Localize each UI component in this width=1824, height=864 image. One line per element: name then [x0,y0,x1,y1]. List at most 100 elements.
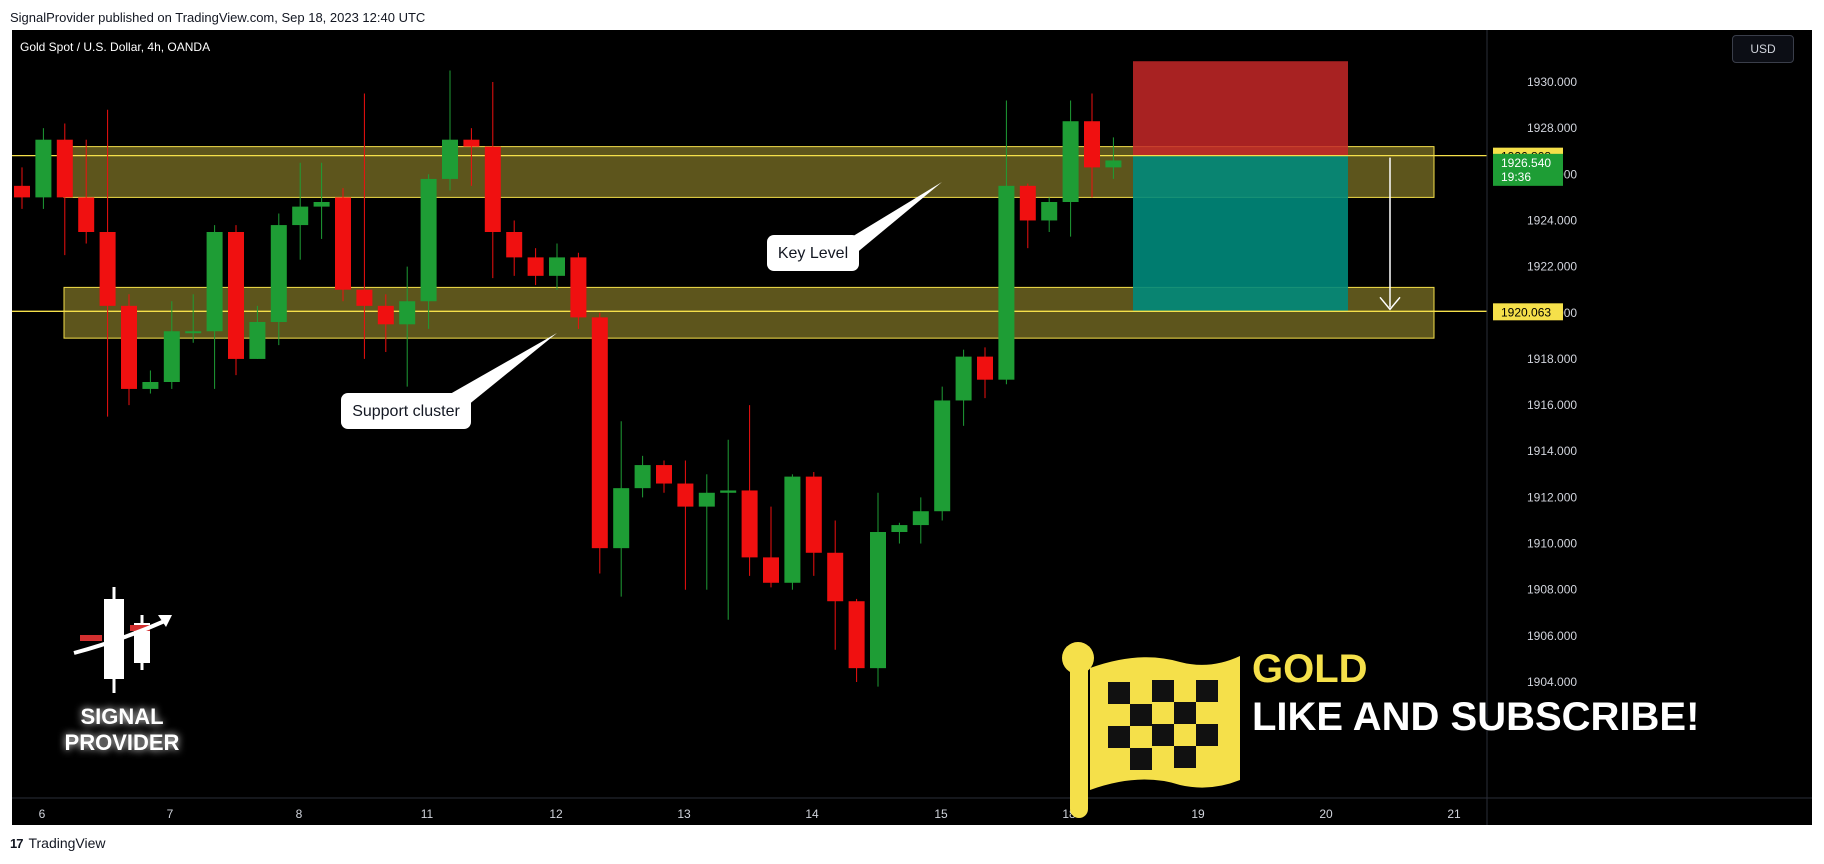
candle-body [270,225,287,322]
candle-body [335,197,351,290]
candle-23 [506,220,523,276]
candle-39 [848,598,865,682]
candle-10 [228,225,244,376]
y-tick-label: 1924.000 [1527,213,1577,227]
key-level-callout-box [767,235,859,271]
key-level-callout: Key Level [767,182,942,271]
x-tick-label: 15 [934,807,948,821]
checkered-flag-icon [1062,642,1240,818]
candle-body [1041,202,1058,221]
chart-panel[interactable]: Key Level Support cluster 1930.000 1928.000… [12,30,1812,825]
candle-body [56,139,73,198]
candle-41 [891,522,908,544]
promo-text: GOLD LIKE AND SUBSCRIBE! [1252,645,1699,741]
price-axis: 1930.0001928.0001926.0001924.0001922.000… [1486,30,1812,825]
candle-body [99,232,116,306]
y-tick-label: 1930.000 [1527,75,1577,89]
candle-20 [442,70,458,191]
support-callout-pointer [422,333,557,410]
candle-body [249,322,266,359]
candle-body [35,139,52,198]
symbol-title: Gold Spot / U.S. Dollar, 4h, OANDA [20,40,211,54]
x-tick-label: 14 [805,807,819,821]
price-tag-label: 1926.540 [1501,156,1551,170]
candle-38 [827,520,844,650]
candle-body [356,289,373,306]
candle-body [484,146,501,232]
candle-body [613,488,630,549]
candle-body [870,532,886,669]
candle-42 [912,497,929,544]
candle-body [313,202,330,207]
candle-22 [484,82,501,279]
currency-button[interactable]: USD [1732,35,1794,63]
price-tag-bg [1493,153,1563,186]
candle-body [720,490,737,493]
candle-body [912,511,929,526]
candle-body [142,382,159,389]
price-tag-countdown: 19:36 [1501,170,1531,184]
candle-body [1019,185,1036,221]
y-tick-label: 1912.000 [1527,490,1577,504]
candle-logo-icon [73,587,172,693]
candle-43 [934,386,951,521]
candle-body [591,317,608,549]
candle-body [1105,160,1122,168]
candle-2 [56,123,73,256]
stop-loss-zone [1133,61,1348,156]
candle-16 [356,93,373,359]
candle-body [14,185,30,198]
candle-body [185,331,202,334]
promo-subscribe: LIKE AND SUBSCRIBE! [1252,695,1700,739]
footer-brand[interactable]: TradingView [28,835,106,851]
candle-body [698,492,715,507]
price-tag-bg [1493,303,1563,321]
candle-body [634,465,651,489]
target-arrow-head [1379,296,1401,311]
candle-7 [163,301,180,389]
x-tick-label: 13 [677,807,691,821]
candle-31 [677,460,694,590]
candle-body [1062,121,1079,202]
key-level-callout-label: Key Level [778,245,848,262]
candle-27 [591,312,608,574]
candle-body [1084,121,1100,168]
y-tick-label: 1918.000 [1527,352,1577,366]
x-tick-label: 7 [167,807,174,821]
candle-24 [527,248,544,286]
take-profit-zone [1133,155,1348,312]
candle-12 [270,213,287,346]
candle-25 [549,243,565,290]
candle-body [206,232,223,332]
tradingview-logo-icon: 17 [10,835,24,851]
candle-body [570,257,587,318]
candle-46 [998,100,1015,385]
y-tick-label: 1906.000 [1527,629,1577,643]
y-tick-label: 1908.000 [1527,583,1577,597]
x-tick-label: 6 [39,807,46,821]
brand-name: SIGNAL PROVIDER [64,704,180,755]
candle-body [998,185,1015,380]
support-callout-box [341,393,471,429]
support-callout-label: Support cluster [352,403,460,420]
candle-19 [420,174,437,329]
y-tick-label: 1922.000 [1527,260,1577,274]
candle-body [420,178,437,302]
candle-0 [14,167,30,209]
candle-body [442,139,458,179]
candle-40 [870,492,886,687]
candle-body [827,552,844,602]
x-tick-label: 21 [1447,807,1461,821]
candle-30 [656,460,672,493]
candle-8 [185,294,202,343]
candle-body [377,305,394,325]
candle-body [891,525,908,532]
candlestick-chart[interactable]: Key Level Support cluster 1930.000 1928.000… [12,30,1812,825]
candle-body [763,557,779,583]
candle-5 [121,294,137,406]
candle-body [121,305,137,389]
candle-35 [763,506,779,588]
candle-body [977,356,993,380]
signal-provider-brand: SIGNAL PROVIDER [22,585,222,756]
candle-49 [1062,100,1079,237]
